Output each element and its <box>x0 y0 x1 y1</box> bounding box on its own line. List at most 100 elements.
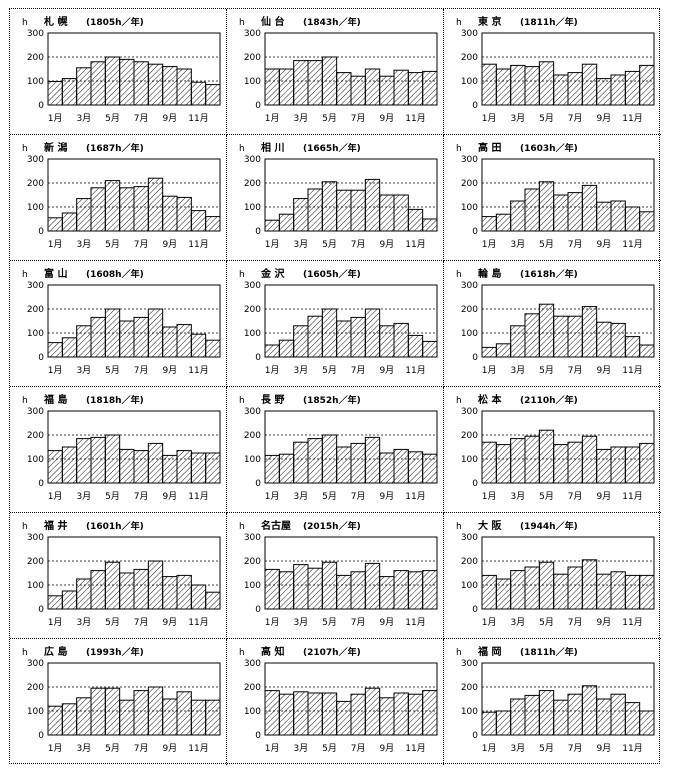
chart-title: 富 山 <box>44 267 67 280</box>
x-tick-label: 7月 <box>134 113 149 124</box>
y-tick-label: 300 <box>27 281 44 291</box>
bar <box>495 68 512 106</box>
annual-total: (1601h／年) <box>86 520 144 532</box>
chart-panel: h 松 本 (2110h／年) 0 100 200 300 1月 3月 5月 7月 9月 11月 <box>444 387 661 513</box>
y-tick-label: 100 <box>244 581 261 591</box>
y-tick-label: 0 <box>38 353 44 363</box>
bar <box>133 186 149 232</box>
x-tick-label: 7月 <box>134 743 149 754</box>
bar <box>264 344 280 358</box>
chart-title: 東 京 <box>478 15 501 28</box>
bar <box>364 178 381 232</box>
y-axis-label: h <box>456 522 462 532</box>
plot-frame <box>47 284 221 358</box>
annual-total: (2110h／年) <box>520 394 578 406</box>
y-tick-label: 300 <box>244 407 261 417</box>
bar <box>205 699 221 736</box>
bar <box>104 561 121 610</box>
y-axis-label: h <box>22 522 28 532</box>
bar <box>538 303 555 358</box>
bar <box>278 213 295 232</box>
bar <box>176 68 192 106</box>
x-tick-label: 7月 <box>568 239 583 250</box>
x-tick-label: 11月 <box>405 113 425 124</box>
y-tick-label: 100 <box>461 329 478 339</box>
bar <box>481 216 497 232</box>
x-tick-label: 1月 <box>48 617 63 628</box>
plot-frame <box>47 32 221 106</box>
annual-total: (2107h／年) <box>303 646 361 658</box>
bar <box>176 324 192 358</box>
chart-panel: h 輪 島 (1618h／年) 0 100 200 300 1月 3月 5月 7月 9月 11月 <box>444 261 661 387</box>
annual-total: (2015h／年) <box>303 520 361 532</box>
bar-chart: h 富 山 (1608h／年) 0 100 200 300 1月 3月 5月 7月 9月 11月 <box>22 267 221 376</box>
bar <box>104 687 121 736</box>
bar <box>407 334 424 358</box>
bar <box>379 697 395 736</box>
x-tick-label: 11月 <box>188 365 208 376</box>
bar <box>336 700 352 736</box>
bar-chart: h 広 島 (1993h／年) 0 100 200 300 1月 3月 5月 7月 9月 11月 <box>22 645 221 754</box>
bar <box>61 212 78 232</box>
x-tick-label: 9月 <box>379 239 394 250</box>
bar <box>104 308 121 358</box>
bar <box>176 196 192 232</box>
bar <box>336 574 352 610</box>
x-tick-label: 7月 <box>568 617 583 628</box>
x-tick-label: 5月 <box>539 113 554 124</box>
bar <box>336 320 352 358</box>
x-tick-label: 1月 <box>265 365 280 376</box>
x-tick-label: 3月 <box>510 365 525 376</box>
bar <box>162 454 178 484</box>
bar <box>510 325 526 358</box>
bar <box>47 217 63 232</box>
y-tick-label: 0 <box>38 101 44 111</box>
bar <box>481 711 497 736</box>
bar-chart: h 輪 島 (1618h／年) 0 100 200 300 1月 3月 5月 7月 9月 11月 <box>456 267 655 376</box>
x-tick-label: 5月 <box>322 491 337 502</box>
y-tick-label: 300 <box>461 659 478 669</box>
bar <box>293 60 309 106</box>
y-tick-label: 200 <box>244 557 261 567</box>
bar <box>639 442 655 484</box>
bar <box>119 187 135 232</box>
y-tick-label: 0 <box>255 605 261 615</box>
bar <box>321 308 338 358</box>
bar <box>596 573 612 610</box>
bar <box>162 698 178 736</box>
bar <box>321 181 338 232</box>
y-axis-label: h <box>239 144 245 154</box>
y-tick-label: 200 <box>27 557 44 567</box>
y-tick-label: 0 <box>255 479 261 489</box>
bar <box>422 218 438 232</box>
bar-chart: h 仙 台 (1843h／年) 0 100 200 300 1月 3月 5月 7月 9月 11月 <box>239 15 438 124</box>
x-tick-label: 7月 <box>568 743 583 754</box>
bar <box>624 446 641 484</box>
x-tick-label: 11月 <box>405 491 425 502</box>
bar <box>422 70 438 106</box>
annual-total: (1603h／年) <box>520 142 578 154</box>
x-tick-label: 7月 <box>351 743 366 754</box>
x-tick-label: 9月 <box>596 365 611 376</box>
chart-panel: h 相 川 (1665h／年) 0 100 200 300 1月 3月 5月 7月 9月 11月 <box>227 135 444 261</box>
x-tick-label: 3月 <box>293 743 308 754</box>
x-tick-label: 9月 <box>162 365 177 376</box>
y-tick-label: 200 <box>461 557 478 567</box>
x-tick-label: 5月 <box>322 365 337 376</box>
bar <box>104 180 121 232</box>
bar <box>264 68 280 106</box>
y-tick-label: 300 <box>244 659 261 669</box>
x-tick-label: 9月 <box>596 491 611 502</box>
x-tick-label: 3月 <box>510 113 525 124</box>
bar <box>407 208 424 232</box>
annual-total: (1605h／年) <box>303 268 361 280</box>
bar <box>524 435 540 484</box>
chart-panel: h 札 幌 (1805h／年) 0 100 200 300 1月 3月 5月 7月 9月 11月 <box>10 9 227 135</box>
bar <box>407 72 424 106</box>
y-tick-label: 0 <box>255 227 261 237</box>
x-tick-label: 5月 <box>105 491 120 502</box>
x-tick-label: 11月 <box>622 365 642 376</box>
bar <box>47 342 63 358</box>
plot-frame <box>481 662 655 736</box>
bar <box>119 448 135 484</box>
